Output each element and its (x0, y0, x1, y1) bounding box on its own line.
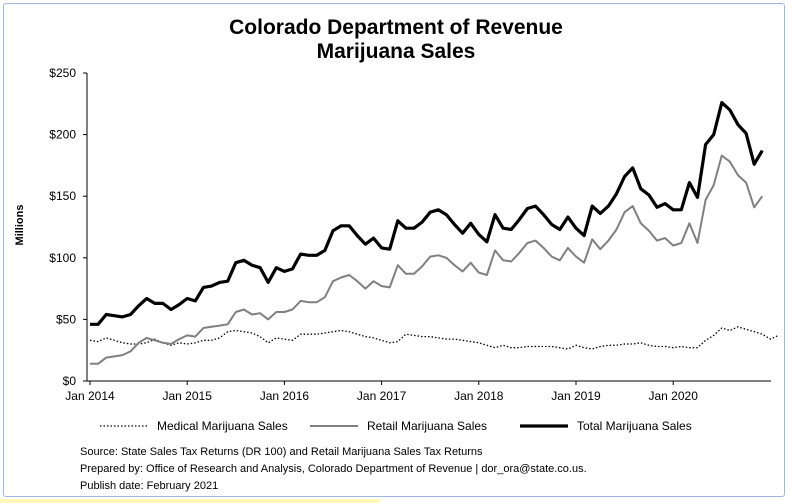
highlight-strip (0, 499, 380, 503)
x-tick-label: Jan 2015 (163, 389, 213, 403)
x-tick-label: Jan 2016 (260, 389, 310, 403)
y-tick-label: $200 (49, 128, 76, 142)
footer-prepared: Prepared by: Office of Research and Anal… (80, 463, 587, 475)
footer-source: Source: State Sales Tax Returns (DR 100)… (80, 446, 483, 458)
series-line-total (90, 100, 764, 326)
y-tick-label: $100 (49, 251, 76, 265)
x-tick-label: Jan 2018 (454, 389, 504, 403)
axes-group: $0 $50 $100 $150 $200 $250 Jan 2014 Jan 2015 Jan… (49, 66, 771, 403)
x-tick-label: Jan 2014 (65, 389, 115, 403)
legend-group: Medical Marijuana Sales Retail Marijuana … (100, 419, 692, 433)
legend-label: Medical Marijuana Sales (157, 419, 288, 433)
x-tick-label: Jan 2019 (551, 389, 601, 403)
y-tick-label: $250 (49, 66, 76, 80)
y-tick-label: $150 (49, 189, 76, 203)
y-tick-label: $50 (56, 312, 76, 326)
chart-subtitle: Marijuana Sales (317, 40, 476, 63)
y-tick-label: $0 (63, 374, 77, 388)
series-line-medical (89, 326, 779, 350)
footer: Source: State Sales Tax Returns (DR 100)… (80, 444, 587, 495)
chart-title: Colorado Department of Revenue (229, 16, 563, 39)
footer-publish: Publish date: February 2021 (80, 480, 219, 492)
legend-label: Total Marijuana Sales (577, 419, 692, 433)
x-tick-label: Jan 2017 (357, 389, 407, 403)
y-axis-label: Millions (14, 205, 26, 246)
legend-label: Retail Marijuana Sales (367, 419, 487, 433)
x-tick-label: Jan 2020 (649, 389, 699, 403)
chart-frame (3, 3, 785, 497)
series-line-retail (90, 154, 764, 365)
series-group (89, 100, 779, 365)
